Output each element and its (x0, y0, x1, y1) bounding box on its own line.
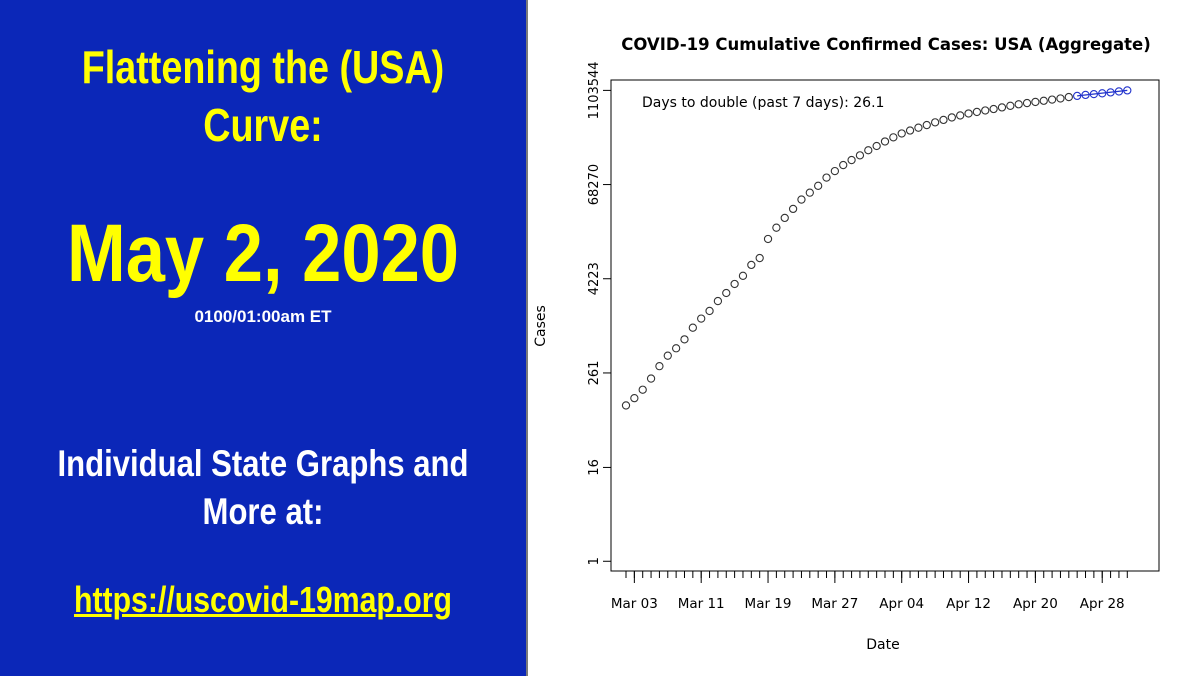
data-point (839, 160, 848, 170)
x-tick-label: Apr 04 (879, 596, 924, 612)
left-panel: Flattening the (USA) Curve: May 2, 2020 … (0, 0, 526, 676)
data-point (872, 141, 881, 151)
chart-panel: COVID-19 Cumulative Confirmed Cases: USA… (526, 0, 1200, 676)
data-point (997, 103, 1007, 112)
data-point (905, 126, 915, 135)
data-point (897, 129, 906, 138)
y-tick-label: 16 (587, 459, 602, 476)
x-tick-label: Mar 11 (678, 596, 725, 612)
data-point (1006, 101, 1015, 110)
y-tick-label: 261 (587, 361, 602, 386)
data-point (646, 374, 656, 383)
y-tick-label: 1103544 (587, 61, 602, 119)
data-point (1064, 92, 1073, 102)
data-point (939, 115, 948, 125)
more-line-1: Individual State Graphs and (57, 443, 469, 484)
more-line-2: More at: (202, 491, 324, 532)
doubling-annotation: Days to double (past 7 days): 26.1 (642, 95, 884, 111)
data-point (705, 306, 714, 316)
data-point (805, 188, 814, 197)
data-point (972, 107, 982, 117)
data-point (1031, 97, 1040, 107)
headline-line-1: Flattening the (USA) (81, 41, 445, 93)
headline-line-2: Curve: (203, 99, 323, 151)
x-tick-label: Mar 27 (811, 596, 858, 612)
x-axis-label: Date (866, 637, 899, 653)
data-point (1047, 95, 1057, 104)
data-point (772, 223, 781, 232)
data-point (713, 296, 723, 306)
data-point (964, 109, 973, 118)
data-point (630, 393, 639, 403)
data-point (780, 213, 789, 223)
data-point (738, 271, 748, 280)
recent-trend-line (1077, 89, 1128, 97)
data-points (621, 86, 1132, 410)
data-point (1022, 98, 1032, 108)
data-point (797, 195, 806, 204)
data-point (1014, 100, 1023, 109)
data-point (621, 401, 631, 410)
chart-title: COVID-19 Cumulative Confirmed Cases: USA… (621, 35, 1151, 54)
plot-frame (610, 79, 1160, 572)
data-point (930, 118, 940, 127)
data-point (830, 166, 840, 176)
data-point (981, 106, 990, 115)
data-point (680, 335, 689, 344)
data-point (655, 362, 664, 371)
data-point (671, 344, 681, 353)
time-label: 0100/01:00am ET (194, 307, 332, 326)
data-point (763, 234, 773, 244)
cases-chart: COVID-19 Cumulative Confirmed Cases: USA… (533, 35, 1160, 653)
website-link[interactable]: https://uscovid-19map.org (73, 579, 453, 620)
data-point (730, 279, 739, 289)
data-point (914, 123, 923, 132)
data-point (722, 288, 731, 298)
data-point (822, 173, 831, 182)
data-point (638, 385, 647, 394)
data-point (814, 181, 823, 190)
data-point (1039, 96, 1048, 105)
x-tick-label: Mar 03 (611, 596, 658, 612)
data-point (697, 314, 706, 323)
x-tick-label: Apr 20 (1013, 596, 1058, 612)
x-tick-label: Apr 28 (1080, 596, 1125, 612)
x-tick-label: Mar 19 (745, 596, 792, 612)
more-info-text: Individual State Graphs and More at: (42, 440, 484, 536)
data-point (989, 104, 998, 114)
data-point (688, 323, 697, 332)
data-point (855, 151, 865, 160)
headline: Flattening the (USA) Curve: (47, 38, 478, 154)
data-point (922, 120, 931, 130)
data-point (747, 260, 756, 270)
data-point (956, 111, 965, 120)
data-point (663, 351, 672, 360)
data-point (889, 133, 898, 142)
x-tick-label: Apr 12 (946, 596, 991, 612)
data-point (864, 146, 873, 155)
y-axis-label: Cases (533, 305, 549, 347)
y-tick-label: 68270 (587, 164, 602, 205)
axes: 1 16 261 4223 68270 1103544 Mar 03 Mar 11 Mar 19… (587, 61, 1128, 612)
y-tick-label: 4223 (587, 262, 602, 295)
data-point (755, 253, 764, 263)
data-point (788, 204, 798, 214)
data-point (1056, 94, 1065, 103)
y-tick-label: 1 (587, 557, 602, 565)
data-point (880, 137, 890, 146)
data-point (847, 155, 856, 165)
data-point (947, 113, 956, 122)
date-heading: May 2, 2020 (66, 208, 460, 299)
